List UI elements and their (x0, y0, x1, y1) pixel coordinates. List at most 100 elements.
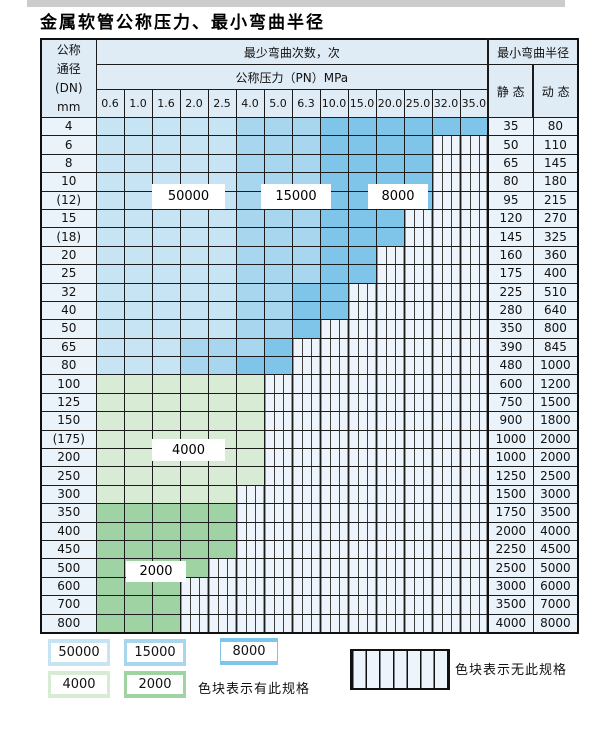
spec-cell-none (403, 264, 433, 284)
table-row: 150 900 1800 (40, 411, 579, 431)
spec-cell-2000 (95, 576, 125, 597)
dynamic-radius-value: 3000 (532, 484, 579, 505)
dn-value: 10 (40, 172, 97, 192)
spec-cell-4000 (95, 411, 125, 431)
spec-cell-4000 (179, 466, 209, 486)
spec-cell-4000 (95, 466, 125, 486)
spec-cell-50000 (123, 319, 153, 339)
static-radius-value: 175 (487, 264, 534, 284)
spec-cell-15000 (235, 227, 265, 247)
spec-cell-none (263, 466, 293, 486)
spec-cell-4000 (235, 374, 265, 394)
spec-cell-none (291, 337, 321, 358)
spec-cell-4000 (123, 374, 153, 394)
spec-cell-none (347, 356, 377, 376)
spec-cell-50000 (179, 282, 209, 302)
static-radius-value: 3500 (487, 595, 534, 615)
spec-cell-none (375, 356, 405, 376)
spec-cell-4000 (123, 411, 153, 431)
pressure-column-header: 10.0 (319, 89, 349, 118)
static-radius-value: 225 (487, 282, 534, 302)
spec-cell-2000 (123, 539, 153, 560)
spec-cell-8000 (291, 300, 321, 321)
spec-cell-2000 (207, 539, 237, 560)
static-radius-value: 1500 (487, 484, 534, 505)
spec-cell-none (375, 282, 405, 302)
spec-cell-15000 (179, 337, 209, 358)
spec-cell-none (459, 227, 489, 247)
spec-cell-8000 (319, 300, 349, 321)
spec-cell-none (263, 521, 293, 541)
spec-cell-2000 (123, 521, 153, 541)
spec-cell-none (459, 448, 489, 468)
spec-cell-none (263, 613, 293, 634)
spec-cell-none (431, 245, 461, 266)
spec-cell-50000 (123, 245, 153, 266)
spec-cell-15000 (263, 116, 293, 137)
table-row: 65 390 845 (40, 337, 579, 358)
spec-cell-8000 (347, 227, 377, 247)
bend-cycles-header: 最少弯曲次数，次 (95, 38, 489, 65)
spec-cell-none (403, 466, 433, 486)
spec-cell-none (319, 429, 349, 450)
spec-cell-50000 (179, 300, 209, 321)
spec-cell-15000 (235, 319, 265, 339)
spec-cell-4000 (123, 448, 153, 468)
spec-cell-2000 (151, 503, 181, 523)
table-row: 8 65 145 (40, 153, 579, 174)
spec-cell-none (263, 484, 293, 505)
spec-cell-4000 (95, 484, 125, 505)
spec-cell-none (375, 429, 405, 450)
table-row: (18) 145 325 (40, 227, 579, 247)
spec-cell-2000 (151, 595, 181, 615)
spec-cell-none (319, 558, 349, 578)
spec-cell-50000 (179, 264, 209, 284)
spec-cell-4000 (95, 392, 125, 413)
spec-cell-50000 (151, 135, 181, 155)
spec-cell-none (459, 319, 489, 339)
spec-cell-none (459, 208, 489, 229)
spec-cell-none (347, 448, 377, 468)
spec-cell-15000 (291, 227, 321, 247)
spec-cell-15000 (263, 245, 293, 266)
table-row: 400 2000 4000 (40, 521, 579, 541)
spec-cell-4000 (179, 411, 209, 431)
table-row: 800 4000 8000 (40, 613, 579, 634)
spec-cell-none (375, 521, 405, 541)
spec-cell-50000 (95, 319, 125, 339)
spec-cell-none (403, 429, 433, 450)
spec-cell-2000 (123, 613, 153, 634)
spec-cell-none (403, 245, 433, 266)
spec-cell-none (375, 576, 405, 597)
spec-cell-none (291, 521, 321, 541)
static-radius-value: 350 (487, 319, 534, 339)
dn-value: (12) (40, 190, 97, 210)
spec-cell-8000 (263, 337, 293, 358)
spec-cell-none (347, 521, 377, 541)
spec-cell-50000 (123, 337, 153, 358)
spec-cell-none (403, 227, 433, 247)
dynamic-radius-value: 400 (532, 264, 579, 284)
dn-header-line: mm (57, 99, 81, 114)
spec-cell-4000 (235, 392, 265, 413)
min-bend-radius-header: 最小弯曲半径 (487, 38, 579, 65)
spec-cell-4000 (123, 429, 153, 450)
spec-cell-15000 (235, 245, 265, 266)
spec-cell-2000 (179, 539, 209, 560)
static-radius-value: 35 (487, 116, 534, 137)
spec-cell-none (403, 282, 433, 302)
spec-cell-4000 (235, 466, 265, 486)
spec-cell-4000 (95, 429, 125, 450)
spec-cell-none (459, 613, 489, 634)
spec-cell-none (319, 613, 349, 634)
spec-cell-15000 (291, 208, 321, 229)
static-radius-value: 1000 (487, 429, 534, 450)
table-row: 250 1250 2500 (40, 466, 579, 486)
static-radius-value: 4000 (487, 613, 534, 634)
spec-cell-50000 (123, 116, 153, 137)
spec-cell-none (431, 319, 461, 339)
spec-cell-none (431, 153, 461, 174)
dn-value: 200 (40, 448, 97, 468)
spec-cell-none (431, 135, 461, 155)
